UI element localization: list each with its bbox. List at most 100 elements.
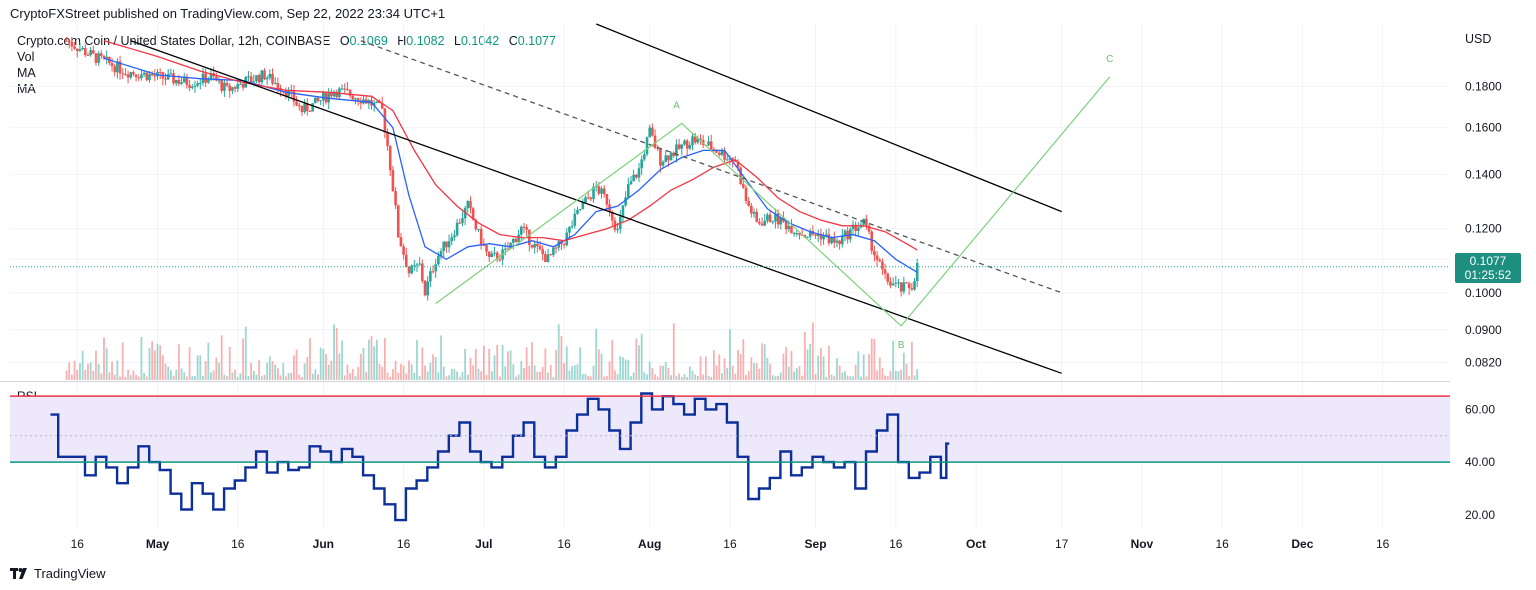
volume-bar	[873, 339, 876, 380]
volume-bar	[490, 371, 493, 380]
volume-bar	[349, 373, 351, 380]
volume-bar	[916, 369, 919, 380]
volume-bar	[285, 376, 287, 380]
symbol-name[interactable]: Crypto.com Coin / United States Dollar, …	[17, 34, 331, 48]
volume-bar	[745, 374, 747, 380]
volume-bar	[73, 360, 76, 380]
volume-bar	[135, 374, 137, 380]
volume-bar	[833, 376, 836, 380]
volume-bar	[405, 373, 408, 380]
ma-indicator-label-2[interactable]: MA	[17, 82, 36, 96]
volume-bar	[212, 370, 215, 380]
volume-bar	[119, 376, 121, 380]
candle-body	[148, 74, 151, 81]
volume-bar	[260, 376, 263, 380]
volume-bar	[191, 376, 194, 380]
volume-bar	[892, 340, 895, 380]
candle-body	[544, 254, 547, 263]
volume-bar	[295, 349, 298, 380]
candle-body	[354, 98, 357, 100]
ma-indicator-label-1[interactable]: MA	[17, 66, 36, 80]
candle-body	[891, 283, 895, 286]
bar-countdown: 01:25:52	[1464, 268, 1512, 282]
volume-bar	[573, 365, 576, 380]
candle-body	[231, 87, 234, 91]
volume-bar	[402, 365, 405, 380]
candle-body	[241, 83, 245, 88]
volume-bar	[65, 370, 68, 380]
tradingview-footer[interactable]: TradingView	[10, 566, 106, 581]
volume-bar	[557, 324, 560, 380]
volume-bar	[234, 369, 236, 380]
volume-bar	[151, 341, 154, 380]
candle-body	[92, 50, 95, 54]
volume-bar	[913, 375, 916, 380]
vol-indicator-label[interactable]: Vol	[17, 50, 35, 64]
volume-bar	[560, 335, 563, 380]
volume-bar	[410, 364, 413, 380]
volume-bar	[474, 349, 477, 380]
elliott-wave-path	[435, 76, 1111, 327]
candle-body	[359, 101, 363, 104]
high-label: H	[397, 34, 407, 48]
candle-body	[766, 214, 769, 221]
volume-bar	[496, 344, 499, 380]
candle-body	[814, 234, 817, 236]
price-tick-label: 0.1000	[1465, 286, 1502, 300]
candle-body	[546, 254, 550, 263]
candle-body	[838, 240, 841, 245]
candle-body	[664, 155, 668, 162]
volume-bar	[547, 372, 549, 380]
candle-body	[897, 282, 900, 284]
volume-bar	[884, 375, 886, 380]
candle-body	[300, 106, 304, 113]
volume-bar	[210, 372, 212, 380]
volume-bar	[635, 338, 638, 380]
volume-bar	[726, 367, 729, 380]
volume-bar	[287, 373, 290, 380]
candle-body	[573, 213, 577, 226]
candle-body	[450, 237, 454, 242]
candle-body	[661, 161, 665, 166]
symbol-row: Crypto.com Coin / United States Dollar, …	[17, 33, 556, 49]
currency-label: USD	[1465, 32, 1492, 46]
candle-body	[827, 234, 831, 244]
candle-body	[485, 244, 488, 252]
candle-body	[442, 241, 446, 252]
candle-body	[429, 271, 432, 282]
volume-bar	[581, 374, 584, 380]
candle-body	[578, 209, 582, 211]
volume-bar	[488, 348, 491, 380]
candle-body	[867, 225, 871, 232]
volume-bar	[734, 373, 737, 380]
volume-bar	[137, 376, 140, 380]
candle-body	[795, 232, 799, 234]
candle-body	[204, 73, 207, 83]
candle-body	[725, 159, 729, 161]
volume-bar	[531, 342, 533, 380]
candle-body	[70, 42, 74, 47]
volume-bar	[694, 374, 697, 380]
volume-bar	[378, 363, 381, 380]
candle-body	[600, 188, 603, 194]
publisher-line: CryptoFXStreet published on TradingView.…	[10, 6, 446, 21]
time-tick-label: Dec	[1291, 537, 1313, 551]
volume-bar	[472, 365, 475, 380]
candle-body	[747, 201, 750, 206]
volume-bar	[161, 355, 164, 380]
volume-bar	[95, 350, 97, 380]
tradingview-brand: TradingView	[34, 566, 106, 581]
volume-bar	[544, 348, 547, 380]
candle-body	[421, 263, 424, 281]
volume-bar	[469, 357, 472, 380]
candle-body	[570, 225, 574, 227]
volume-bar	[790, 350, 793, 380]
candle-body	[447, 241, 451, 248]
volume-bars	[65, 322, 919, 380]
volume-bar	[113, 374, 116, 380]
time-tick-label: Oct	[966, 537, 986, 551]
volume-bar	[739, 354, 742, 380]
volume-bar	[806, 349, 809, 380]
volume-bar	[552, 376, 555, 380]
